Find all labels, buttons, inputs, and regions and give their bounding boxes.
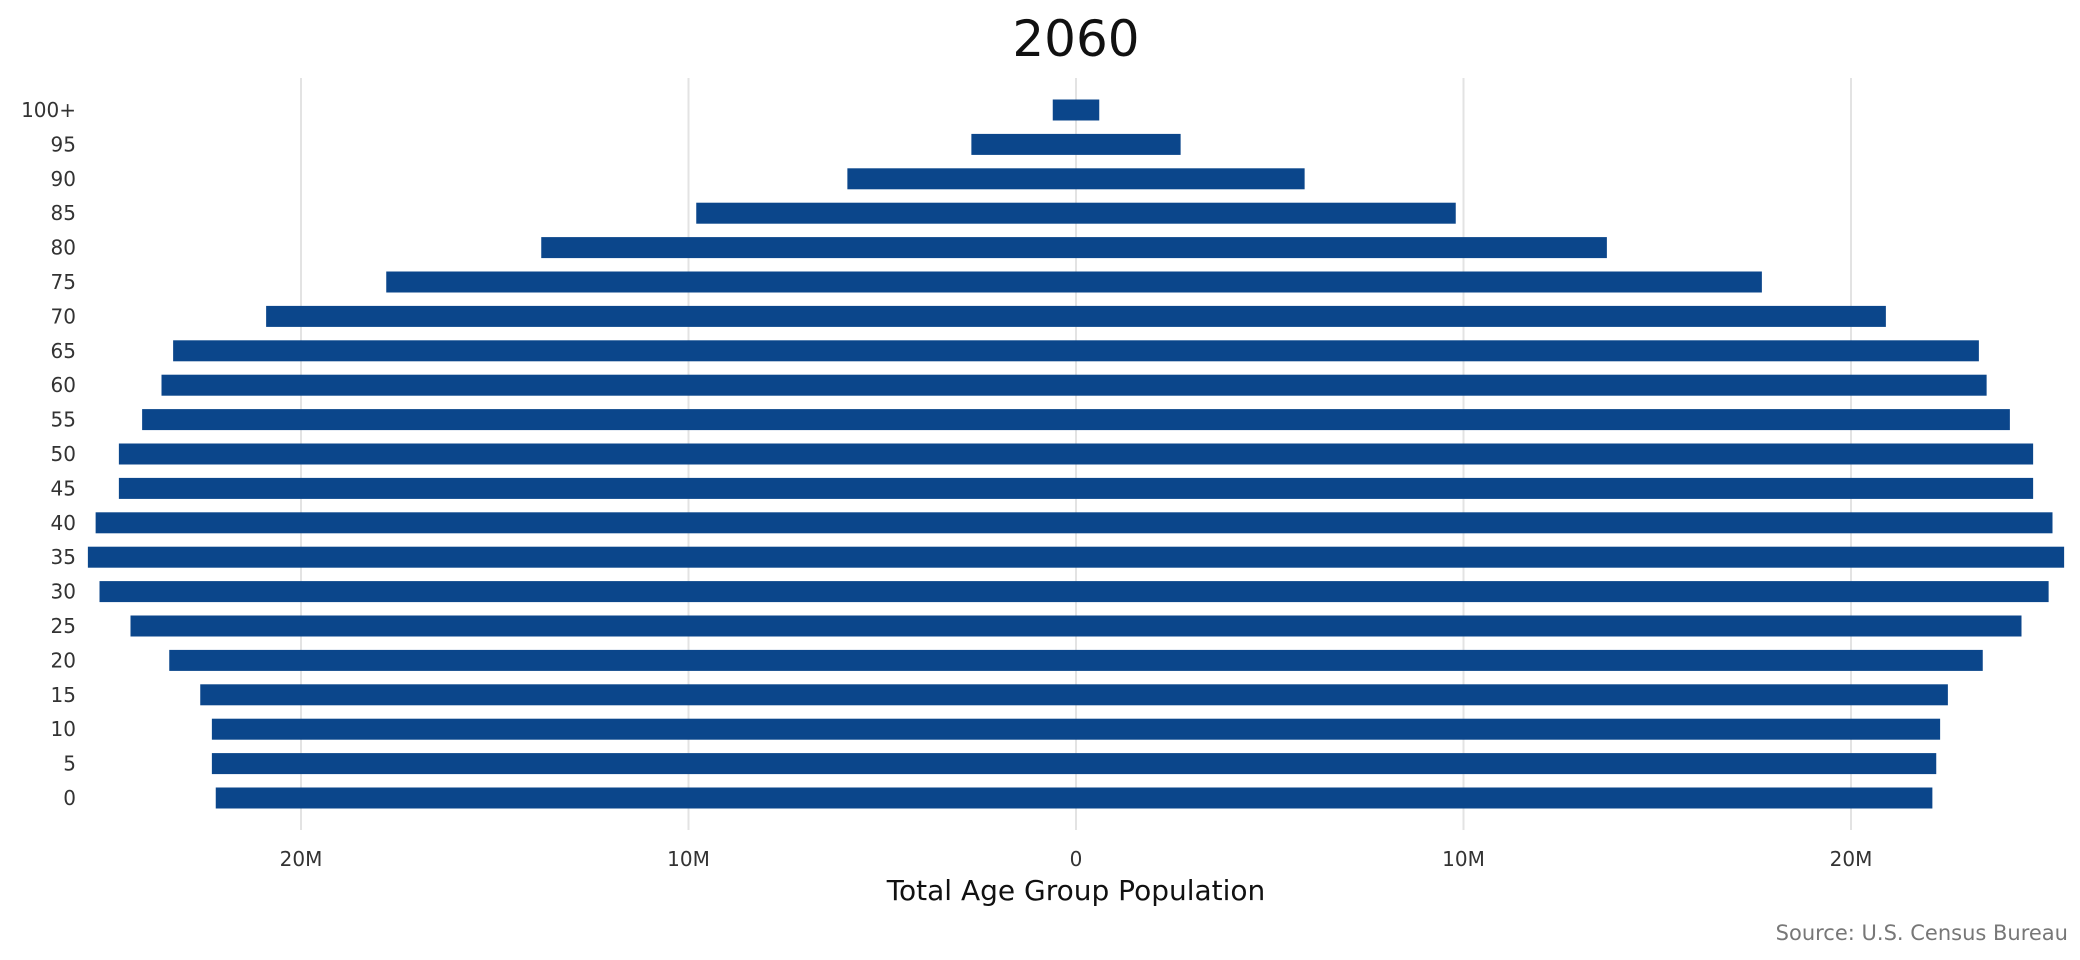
bar-left (142, 409, 1076, 431)
y-tick-label: 70 (51, 304, 76, 328)
y-tick-label: 100+ (21, 98, 76, 122)
bar-left (95, 512, 1076, 534)
y-tick-label: 95 (51, 132, 76, 156)
bar-right (1076, 168, 1305, 190)
bar-left (266, 305, 1076, 327)
bar-right (1076, 753, 1937, 775)
y-tick-label: 0 (63, 786, 76, 810)
x-axis-label: Total Age Group Population (886, 874, 1266, 907)
source-note: Source: U.S. Census Bureau (1776, 921, 2068, 945)
bar-left (215, 787, 1076, 809)
bar-right (1076, 512, 2053, 534)
bar-right (1076, 718, 1941, 740)
bar-left (87, 546, 1076, 568)
y-tick-label: 75 (51, 270, 76, 294)
bar-right (1076, 340, 1979, 362)
bar-layer (87, 99, 2065, 809)
y-tick-label: 30 (51, 580, 76, 604)
y-tick-label: 10 (51, 717, 76, 741)
bar-right (1076, 271, 1762, 293)
bar-left (696, 202, 1076, 224)
bar-left (161, 374, 1076, 396)
bar-right (1076, 649, 1983, 671)
bar-left (1052, 99, 1076, 121)
y-axis-ticks: 0 5 10 15 20 25 30 35 40 45 50 55 60 65 70 75 80 85 90 95 10… (21, 98, 76, 810)
bar-left (541, 237, 1076, 259)
bar-right (1076, 443, 2034, 465)
bar-right (1076, 99, 1100, 121)
bar-left (211, 753, 1076, 775)
bar-right (1076, 684, 1948, 706)
y-tick-label: 55 (51, 408, 76, 432)
y-tick-label: 50 (51, 442, 76, 466)
y-tick-label: 5 (63, 752, 76, 776)
bar-left (173, 340, 1076, 362)
bar-right (1076, 409, 2010, 431)
bar-right (1076, 615, 2022, 637)
bar-left (118, 477, 1076, 499)
bar-right (1076, 374, 1987, 396)
bar-right (1076, 305, 1886, 327)
bar-right (1076, 581, 2049, 603)
x-tick-label: 10M (667, 847, 710, 871)
y-tick-label: 60 (51, 373, 76, 397)
bar-left (99, 581, 1076, 603)
y-tick-label: 45 (51, 476, 76, 500)
x-axis-ticks: 20M 10M 0 10M 20M (280, 847, 1873, 871)
x-tick-label: 20M (1830, 847, 1873, 871)
bar-left (169, 649, 1076, 671)
bar-left (847, 168, 1076, 190)
bar-left (200, 684, 1076, 706)
bar-left (971, 133, 1076, 155)
y-tick-label: 15 (51, 683, 76, 707)
bar-right (1076, 477, 2034, 499)
y-tick-label: 90 (51, 167, 76, 191)
y-tick-label: 25 (51, 614, 76, 638)
bar-right (1076, 133, 1181, 155)
y-tick-label: 65 (51, 339, 76, 363)
bar-right (1076, 546, 2065, 568)
bar-right (1076, 202, 1456, 224)
bar-left (386, 271, 1076, 293)
y-tick-label: 80 (51, 236, 76, 260)
chart-title: 2060 (1012, 10, 1139, 68)
y-tick-label: 20 (51, 648, 76, 672)
bar-left (211, 718, 1076, 740)
bar-right (1076, 237, 1607, 259)
y-tick-label: 35 (51, 545, 76, 569)
bar-left (118, 443, 1076, 465)
x-tick-label: 0 (1070, 847, 1083, 871)
bar-right (1076, 787, 1933, 809)
bar-left (130, 615, 1076, 637)
x-tick-label: 10M (1442, 847, 1485, 871)
y-tick-label: 40 (51, 511, 76, 535)
y-tick-label: 85 (51, 201, 76, 225)
x-tick-label: 20M (280, 847, 323, 871)
